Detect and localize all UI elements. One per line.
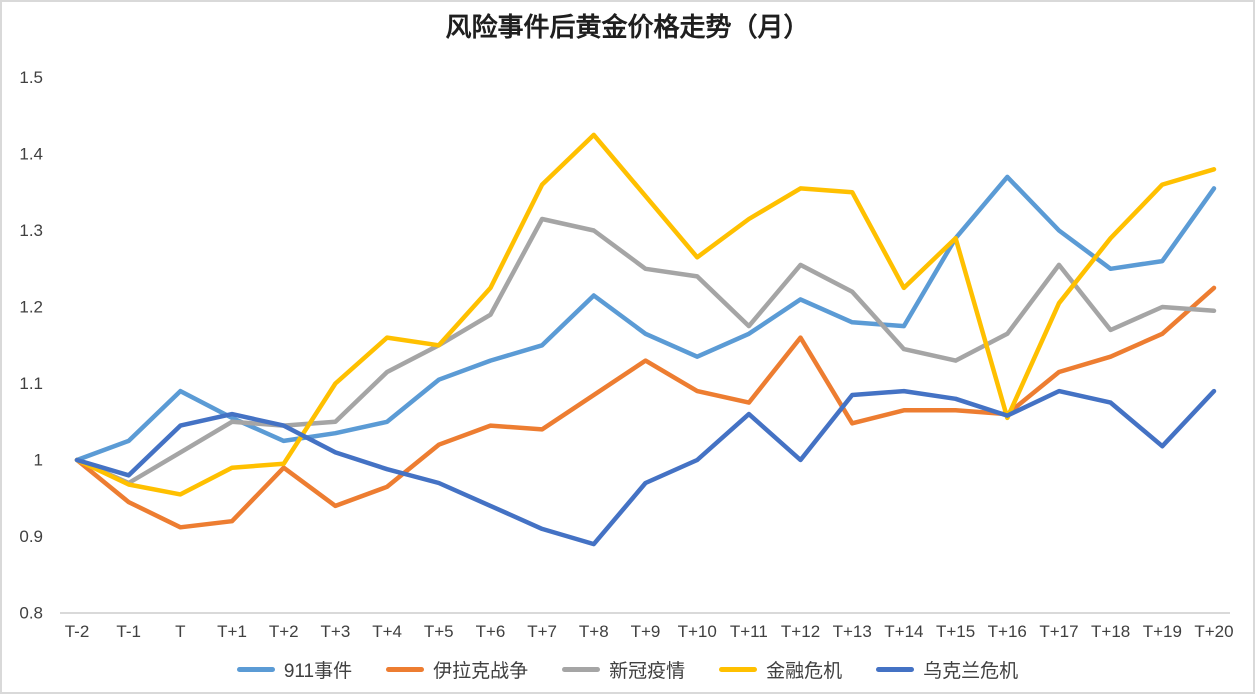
y-axis-tick-label: 0.9 (19, 527, 43, 546)
series-line-911事件 (74, 174, 1217, 463)
series-line-新冠疫情 (74, 216, 1217, 486)
legend-item-911事件: 911事件 (236, 656, 353, 683)
x-axis-tick-label: T+7 (527, 622, 557, 641)
y-axis-tick-label: 1.1 (19, 374, 43, 393)
x-axis-tick-label: T+17 (1039, 622, 1078, 641)
legend-line-swatch (236, 667, 275, 672)
legend-label: 伊拉克战争 (433, 661, 529, 682)
y-axis-tick-label: 1.4 (19, 145, 43, 164)
legend-item-乌克兰危机: 乌克兰危机 (876, 656, 1018, 683)
legend-item-伊拉克战争: 伊拉克战争 (386, 656, 528, 683)
x-axis-tick-label: T (175, 622, 185, 641)
x-axis-tick-label: T-2 (65, 622, 90, 641)
y-axis-tick-label: 1 (34, 451, 43, 470)
x-axis-tick-label: T+10 (678, 622, 717, 641)
legend-label: 金融危机 (766, 661, 843, 682)
legend-label: 乌克兰危机 (923, 661, 1019, 682)
legend-line-swatch (719, 667, 758, 672)
y-axis-tick-label: 1.5 (19, 68, 43, 87)
x-axis-tick-label: T+5 (424, 622, 454, 641)
x-axis-tick-label: T+19 (1143, 622, 1182, 641)
x-axis-tick-label: T-1 (116, 622, 141, 641)
legend-label: 911事件 (283, 661, 353, 682)
x-axis-tick-label: T+2 (269, 622, 299, 641)
x-axis-tick-label: T+4 (372, 622, 402, 641)
legend-line-swatch (876, 667, 915, 672)
x-axis-tick-label: T+9 (631, 622, 661, 641)
legend-item-新冠疫情: 新冠疫情 (562, 656, 685, 683)
x-axis-tick-label: T+11 (730, 622, 768, 641)
y-axis-tick-label: 1.2 (19, 298, 43, 317)
chart-title: 风险事件后黄金价格走势（月） (445, 12, 810, 42)
x-axis-tick-label: T+1 (217, 622, 247, 641)
series-line-金融危机 (74, 132, 1217, 497)
legend-line-swatch (562, 667, 601, 672)
legend-label: 新冠疫情 (609, 661, 686, 682)
x-axis-tick-label: T+15 (936, 622, 975, 641)
chart-legend: 911事件 伊拉克战争 新冠疫情 金融危机 乌克兰危机 (2, 656, 1253, 683)
x-axis-tick-label: T+20 (1194, 622, 1233, 641)
x-axis-tick-label: T+6 (476, 622, 506, 641)
y-axis-tick-label: 0.8 (19, 604, 43, 623)
legend-line-swatch (386, 667, 425, 672)
x-axis-tick-label: T+13 (833, 622, 872, 641)
x-axis-tick-label: T+8 (579, 622, 609, 641)
x-axis-tick-label: T+3 (321, 622, 351, 641)
x-axis-tick-label: T+14 (884, 622, 923, 641)
x-axis-tick-label: T+12 (781, 622, 820, 641)
x-axis-tick-label: T+16 (988, 622, 1027, 641)
x-axis-tick-label: T+18 (1091, 622, 1130, 641)
legend-item-金融危机: 金融危机 (719, 656, 842, 683)
y-axis-tick-label: 1.3 (19, 221, 43, 240)
series-line-伊拉克战争 (74, 285, 1217, 530)
series-line-乌克兰危机 (74, 388, 1217, 547)
